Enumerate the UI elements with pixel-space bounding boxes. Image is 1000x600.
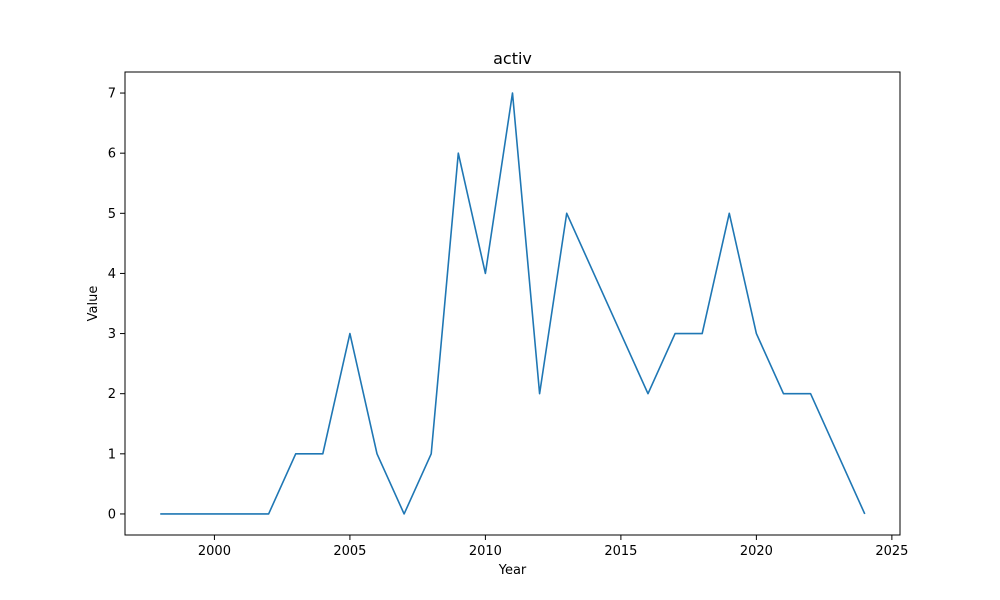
data-point bbox=[863, 512, 866, 515]
data-point bbox=[592, 272, 595, 275]
data-point bbox=[348, 332, 351, 335]
y-tick-label: 1 bbox=[108, 447, 116, 462]
data-point bbox=[321, 452, 324, 455]
data-point bbox=[213, 512, 216, 515]
x-tick-label: 2015 bbox=[604, 544, 637, 559]
x-tick-label: 2005 bbox=[333, 544, 366, 559]
data-point bbox=[430, 452, 433, 455]
series-line bbox=[160, 92, 866, 515]
x-axis-label: Year bbox=[498, 563, 527, 578]
data-point bbox=[674, 332, 677, 335]
y-tick-label: 0 bbox=[108, 507, 116, 522]
data-point bbox=[565, 212, 568, 215]
data-point bbox=[376, 452, 379, 455]
data-point bbox=[159, 512, 162, 515]
y-axis-label: Value bbox=[86, 286, 101, 322]
data-point bbox=[782, 392, 785, 395]
data-point bbox=[728, 212, 731, 215]
x-tick-label: 2000 bbox=[198, 544, 231, 559]
y-tick-label: 5 bbox=[108, 207, 116, 222]
data-point bbox=[511, 92, 514, 95]
data-point bbox=[186, 512, 189, 515]
data-point bbox=[538, 392, 541, 395]
data-point bbox=[267, 512, 270, 515]
data-point bbox=[755, 332, 758, 335]
x-tick-label: 2010 bbox=[469, 544, 502, 559]
y-tick-label: 3 bbox=[108, 327, 116, 342]
data-point bbox=[809, 392, 812, 395]
data-point bbox=[294, 452, 297, 455]
data-point bbox=[619, 332, 622, 335]
data-point bbox=[701, 332, 704, 335]
plot-frame bbox=[124, 71, 901, 536]
data-point bbox=[240, 512, 243, 515]
x-tick-label: 2025 bbox=[875, 544, 908, 559]
y-tick-label: 2 bbox=[108, 387, 116, 402]
x-axis: 2000 2005 2010 2015 2020 2025 bbox=[198, 535, 908, 559]
y-tick-label: 6 bbox=[108, 147, 116, 162]
data-point bbox=[403, 512, 406, 515]
data-point bbox=[836, 452, 839, 455]
data-point bbox=[457, 152, 460, 155]
chart-title: activ bbox=[493, 49, 532, 68]
y-tick-label: 4 bbox=[108, 267, 116, 282]
data-point bbox=[484, 272, 487, 275]
x-tick-label: 2020 bbox=[740, 544, 773, 559]
plot-area bbox=[159, 92, 866, 515]
y-axis: 0 1 2 3 4 5 6 7 bbox=[108, 87, 125, 522]
y-tick-label: 7 bbox=[108, 87, 116, 102]
data-point bbox=[646, 392, 649, 395]
